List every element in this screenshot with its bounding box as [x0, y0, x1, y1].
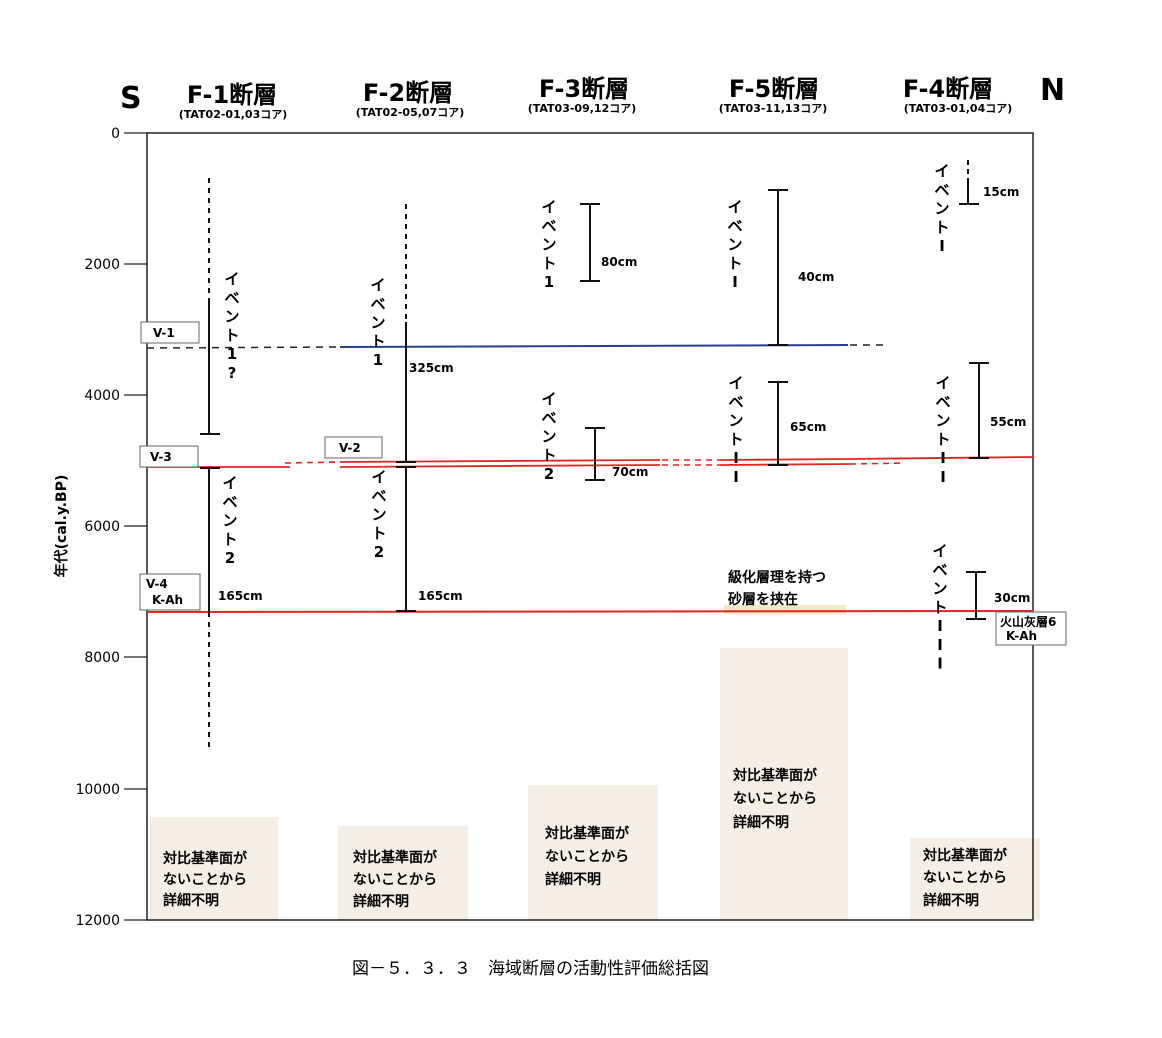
v3-marker-box [139, 445, 199, 468]
y-tick-6000: 6000 [84, 519, 120, 535]
v4-marker-box [139, 573, 201, 611]
column-headers: F-1断層 (TAT02-01,03コア) F-2断層 (TAT02-05,07… [179, 75, 1013, 121]
header-cores-f2: (TAT02-05,07コア) [356, 106, 465, 119]
f2-event2-label: イベント 2 [371, 468, 386, 561]
f4-event3-size: 30cm [994, 591, 1030, 605]
f4-event2-size: 55cm [990, 415, 1026, 429]
unknown-text-f2-2: ないことから [353, 872, 437, 888]
f1-events: イベント 1? イベント 2 165cm [200, 178, 263, 748]
kah-red-line [146, 610, 1034, 613]
header-cores-f1: (TAT02-01,03コア) [179, 108, 288, 121]
unknown-box-f4 [910, 838, 1040, 920]
unknown-text-f3-2: ないことから [545, 849, 629, 865]
unknown-text-f2-3: 詳細不明 [353, 893, 409, 910]
volcanic-marker-box [995, 611, 1067, 646]
unknown-box-f3 [528, 785, 658, 920]
direction-north: N [1040, 73, 1065, 108]
volcanic-marker-label: 火山灰層6 [1000, 614, 1056, 629]
f2-event1-label: イベント 1 [370, 276, 385, 369]
f3-event2-label: イベント 2 [541, 390, 556, 483]
f4-event1-label: イベント I [934, 162, 949, 255]
f5-event2-size: 65cm [790, 420, 826, 434]
y-axis: 0 2000 4000 6000 8000 10000 12000 年代(cal… [53, 126, 147, 929]
f5-event2-label: イベント I I [728, 374, 743, 486]
f3-event1-label: イベント 1 [541, 198, 556, 291]
v2-marker-box [324, 436, 383, 459]
figure-caption: 図－５．３．３ 海域断層の活動性評価総括図 [352, 959, 709, 979]
v1-blue-line [339, 344, 849, 348]
header-cores-f3: (TAT03-09,12コア) [528, 102, 637, 115]
header-title-f2: F-2断層 [363, 79, 453, 107]
unknown-text-f3-3: 詳細不明 [545, 871, 601, 888]
y-tick-0: 0 [111, 126, 120, 142]
unknown-box-f1 [150, 817, 278, 920]
f5-event1-size: 40cm [798, 270, 834, 284]
f3-event2-size: 70cm [612, 465, 648, 479]
f1-event2-label: イベント 2 [222, 474, 237, 567]
f2-event1-size: 325cm [409, 361, 454, 375]
f3-event1-size: 80cm [601, 255, 637, 269]
v1-marker-label: V-1 [153, 326, 175, 340]
f5-events: イベント I 40cm イベント I I 65cm [727, 189, 834, 486]
f5-event1-label: イベント I [727, 198, 742, 291]
f2-event2-size: 165cm [418, 589, 463, 603]
unknown-text-f4-2: ないことから [923, 870, 1007, 886]
unknown-text-f1-1: 対比基準面が [162, 850, 248, 867]
unknown-text-f5-1: 対比基準面が [732, 767, 818, 784]
unknown-texts: 対比基準面が ないことから 詳細不明 対比基準面が ないことから 詳細不明 対比… [162, 767, 1008, 910]
unknown-text-f2-1: 対比基準面が [352, 849, 438, 866]
v1-dashed-line [146, 346, 341, 349]
v3-marker-label: V-3 [150, 450, 172, 464]
v2-red-line-upper [339, 459, 661, 463]
y-tick-8000: 8000 [84, 650, 120, 666]
sand-note-line1: 級化層理を持つ [728, 569, 826, 586]
volcanic-marker-sub: K-Ah [1006, 629, 1037, 643]
unknown-text-f1-3: 詳細不明 [163, 892, 219, 909]
f4-event1-size: 15cm [983, 185, 1019, 199]
sand-note-highlight [724, 605, 846, 614]
unknown-text-f4-1: 対比基準面が [922, 847, 1008, 864]
unknown-box-f2 [338, 826, 468, 920]
v4-marker-label: V-4 [146, 577, 168, 591]
header-title-f1: F-1断層 [187, 81, 277, 109]
unknown-text-f3-1: 対比基準面が [544, 825, 630, 842]
unknown-box-f5 [720, 648, 848, 920]
v2-red-line-f5-upper [719, 458, 851, 461]
header-title-f5: F-5断層 [729, 75, 819, 103]
v2-red-line-right [849, 456, 1034, 460]
header-cores-f5: (TAT03-11,13コア) [719, 102, 828, 115]
f2-events: イベント 1 325cm イベント 2 165cm [370, 204, 463, 612]
y-tick-12000: 12000 [75, 913, 120, 929]
unknown-text-f5-3: 詳細不明 [733, 814, 789, 831]
direction-south: S [120, 81, 142, 116]
f4-events: イベント I 15cm イベント I I 55cm イベント I I I 30cm [932, 160, 1030, 673]
f1-event2-size: 165cm [218, 589, 263, 603]
y-tick-10000: 10000 [75, 782, 120, 798]
kah-marker-label: K-Ah [152, 593, 183, 607]
v2-red-dashed [284, 461, 341, 464]
horizon-lines [146, 344, 1034, 613]
y-tick-2000: 2000 [84, 257, 120, 273]
unknown-text-f4-3: 詳細不明 [923, 892, 979, 909]
unknown-text-f5-2: ないことから [733, 791, 817, 807]
v2-red-dashed-f5-tail [849, 462, 906, 465]
f3-events: イベント 1 80cm イベント 2 70cm [541, 198, 648, 483]
unknown-boxes [150, 648, 1040, 920]
header-title-f4: F-4断層 [903, 75, 993, 103]
f1-event1-label: イベント 1? [224, 270, 239, 382]
f4-event3-label: イベント I I I [932, 542, 947, 673]
y-axis-label: 年代(cal.y.BP) [53, 475, 70, 578]
f4-event2-label: イベント I I [935, 374, 950, 486]
v2-red-line-lower [339, 464, 661, 468]
v2-marker-label: V-2 [339, 441, 361, 455]
y-tick-4000: 4000 [84, 388, 120, 404]
sand-note-line2: 砂層を挟在 [727, 591, 798, 608]
header-cores-f4: (TAT03-01,04コア) [904, 102, 1013, 115]
header-title-f3: F-3断層 [539, 75, 629, 103]
v1-marker-box [140, 321, 200, 344]
unknown-text-f1-2: ないことから [163, 872, 247, 888]
horizon-markers: V-1 V-3 V-2 V-4 K-Ah 火山灰層6 K-Ah [139, 321, 1067, 646]
